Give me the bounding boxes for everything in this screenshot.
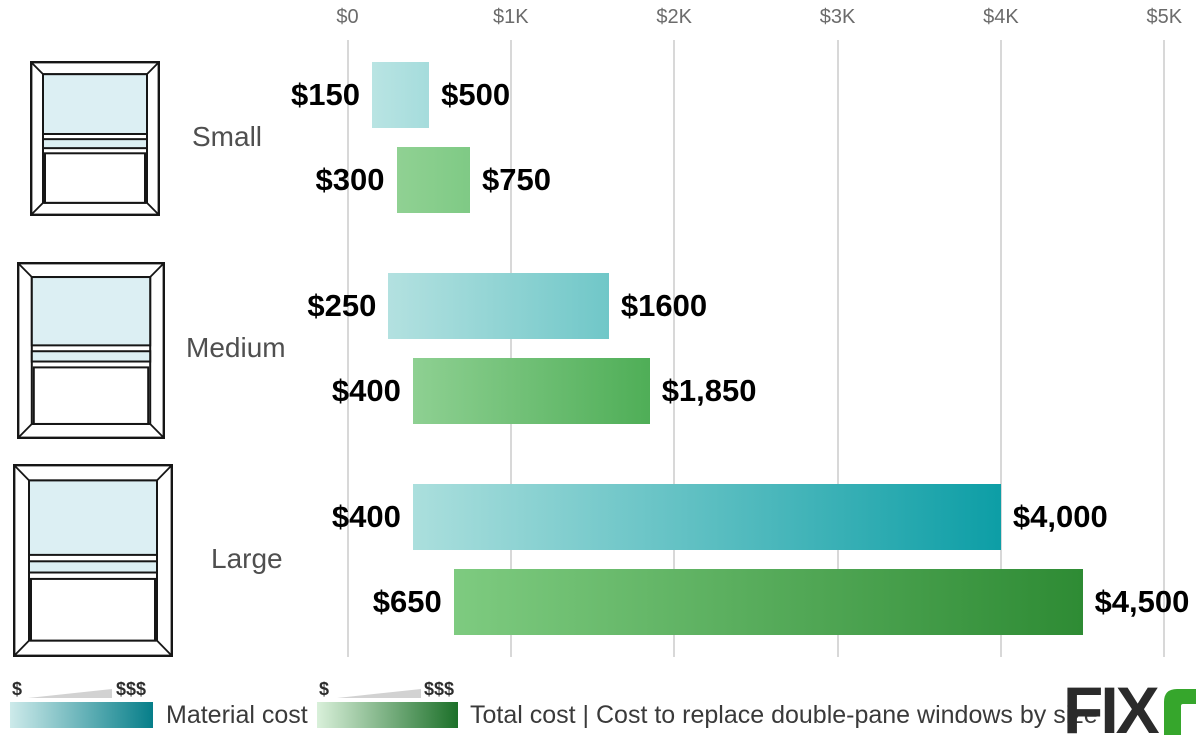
category-label: Medium [186, 332, 286, 363]
bar-low-value: $150 [291, 77, 361, 112]
axis-tick-label: $0 [336, 6, 359, 28]
bar-low-value: $250 [307, 288, 377, 323]
range-bar-total [412, 358, 650, 424]
logo-r-mark [1163, 689, 1196, 735]
window-icon-small [30, 61, 160, 221]
bar-low-value: $400 [331, 373, 401, 408]
gridline [836, 40, 839, 657]
legend-label-material: Material cost [166, 701, 308, 729]
price-wedge-icon [337, 689, 421, 698]
bar-high-value: $500 [441, 77, 511, 112]
gridline [1163, 40, 1166, 657]
axis-tick-label: $5K [1146, 6, 1183, 28]
range-bar-material [412, 484, 1001, 550]
gridline [509, 40, 512, 657]
legend-scale-low-total: $ [319, 679, 330, 699]
window-icon-medium [17, 262, 166, 444]
bar-low-value: $400 [331, 499, 401, 534]
price-wedge-icon [28, 689, 112, 698]
gridline [673, 40, 676, 657]
gridline [999, 40, 1002, 657]
axis-tick-label: $4K [983, 6, 1019, 28]
bar-high-value: $4,000 [1012, 499, 1108, 534]
bar-high-value: $4,500 [1094, 584, 1190, 619]
bar-high-value: $1,850 [661, 373, 757, 408]
legend-label-total: Total cost | Cost to replace double-pane… [470, 701, 1098, 729]
legend-gradient-total [317, 702, 458, 728]
legend-gradient-material [10, 702, 153, 728]
category-label: Large [211, 543, 283, 574]
legend-scale-high-total: $$$ [424, 679, 455, 699]
bar-high-value: $750 [482, 162, 551, 197]
range-bar-total [396, 147, 470, 213]
axis-tick-label: $2K [656, 6, 692, 28]
logo-text-fix: FIX [1063, 673, 1160, 738]
bar-low-value: $300 [315, 162, 385, 197]
window-icon-large [13, 464, 174, 662]
gridline [346, 40, 349, 657]
range-bar-material [388, 273, 609, 339]
range-bar-total [453, 569, 1083, 635]
fixr-logo: FIX [1063, 673, 1196, 738]
legend-scale-high-material: $$$ [116, 679, 147, 699]
axis-tick-label: $3K [819, 6, 856, 28]
range-bar-material [372, 62, 430, 128]
bar-high-value: $1600 [620, 288, 708, 323]
category-label: Small [192, 121, 263, 152]
axis-tick-label: $1K [493, 6, 529, 28]
legend-scale-low-material: $ [12, 679, 23, 699]
bar-low-value: $650 [372, 584, 442, 619]
